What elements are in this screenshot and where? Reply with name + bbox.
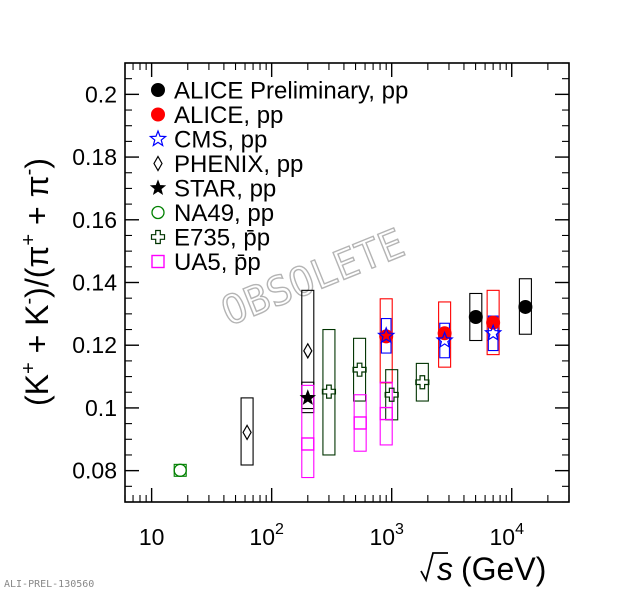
y-tick-label: 0.14: [72, 270, 117, 296]
y-title-part: (K: [19, 374, 55, 406]
footer-label: ALI-PREL-130560: [4, 579, 94, 590]
x-tick-label: 102: [249, 521, 284, 550]
data-point-alice-preliminary-pp: [518, 299, 533, 314]
data-point-ua5-p-p: [353, 416, 367, 430]
y-title-part: ): [19, 158, 55, 169]
data-point-phenix-pp: [303, 342, 313, 360]
data-markers: [173, 299, 533, 477]
legend-label: ALICE, pp: [174, 102, 283, 129]
legend-marker-open-circle-icon: [151, 205, 165, 220]
y-tick-label: 0.08: [72, 458, 117, 484]
x-axis-unit: (GeV): [461, 551, 546, 587]
sqrt-sign-icon: [420, 552, 448, 583]
axis-ticks: 0.080.10.120.140.160.180.210 102 103 104: [72, 62, 570, 550]
data-point-cms-pp: [376, 326, 396, 344]
x-tick-base: 10: [369, 524, 395, 550]
sys-box-e735-p-p: [353, 337, 367, 402]
y-title-superscript: +: [18, 234, 40, 246]
y-tick-label: 0.12: [72, 332, 117, 358]
x-tick-label: 104: [489, 521, 524, 550]
data-point-e735-p-p: [352, 362, 367, 377]
x-tick-exponent: 2: [275, 521, 284, 538]
legend-marker-open-cross-icon: [150, 229, 166, 245]
data-point-phenix-pp: [242, 424, 252, 441]
x-tick-base: 10: [489, 524, 515, 550]
legend-marker-open-diamond-icon: [153, 155, 163, 172]
data-point-e735-p-p: [384, 387, 399, 402]
legend-label: STAR, pp: [174, 176, 276, 203]
legend-marker-filled-circle-icon: [151, 107, 165, 122]
x-axis-title: s (GeV): [420, 551, 546, 587]
y-title-superscript: -: [18, 169, 40, 176]
x-tick-label: 103: [369, 521, 404, 550]
x-tick-label: 10: [139, 524, 165, 550]
data-point-star-pp: [299, 389, 316, 405]
legend-label: E735, p̄p: [174, 225, 270, 252]
legend-marker-filled-star-icon: [149, 179, 167, 195]
legend-marker-open-square-icon: [151, 254, 165, 269]
y-tick-label: 0.1: [85, 395, 117, 421]
y-title-superscript: +: [18, 362, 40, 374]
y-title-part: )/(π: [19, 246, 55, 298]
legend-label: NA49, pp: [174, 200, 274, 227]
sys-box-e735-p-p: [415, 362, 429, 402]
data-point-ua5-p-p: [301, 437, 315, 451]
data-point-alice-preliminary-pp: [468, 309, 483, 324]
data-point-ua5-p-p: [379, 406, 393, 421]
legend-label: CMS, pp: [174, 127, 267, 154]
data-point-e735-p-p: [321, 384, 337, 399]
y-title-part: + π: [19, 175, 55, 234]
legend-label: PHENIX, pp: [174, 151, 303, 178]
y-title-part: + K: [19, 305, 55, 363]
data-point-cms-pp: [435, 330, 454, 349]
y-tick-label: 0.18: [72, 144, 117, 170]
sys-box-phenix-pp: [301, 289, 315, 410]
data-point-alice-pp: [486, 315, 501, 330]
x-tick-base: 10: [139, 524, 165, 550]
y-axis-title: (K+ + K-)/(π+ + π-): [18, 158, 55, 406]
y-tick-label: 0.2: [85, 81, 117, 107]
sys-box-ua5-p-p: [353, 394, 367, 452]
sys-box-phenix-pp: [240, 397, 254, 466]
legend-label: ALICE Preliminary, pp: [174, 78, 408, 105]
legend-marker-open-star-icon: [148, 129, 168, 147]
legend-label: UA5, p̄p: [174, 249, 261, 276]
data-point-e735-p-p: [415, 375, 430, 390]
x-tick-exponent: 3: [395, 521, 404, 538]
sys-box-ua5-p-p: [301, 384, 315, 479]
x-tick-base: 10: [249, 524, 275, 550]
data-point-na49-pp: [173, 463, 187, 477]
y-title-superscript: -: [18, 298, 40, 305]
y-tick-label: 0.16: [72, 207, 117, 233]
legend-marker-filled-circle-icon: [151, 83, 165, 97]
x-tick-exponent: 4: [515, 521, 524, 538]
sys-box-e735-p-p: [322, 328, 336, 456]
data-point-cms-pp: [483, 323, 503, 342]
x-axis-s-italic: s: [437, 551, 453, 587]
